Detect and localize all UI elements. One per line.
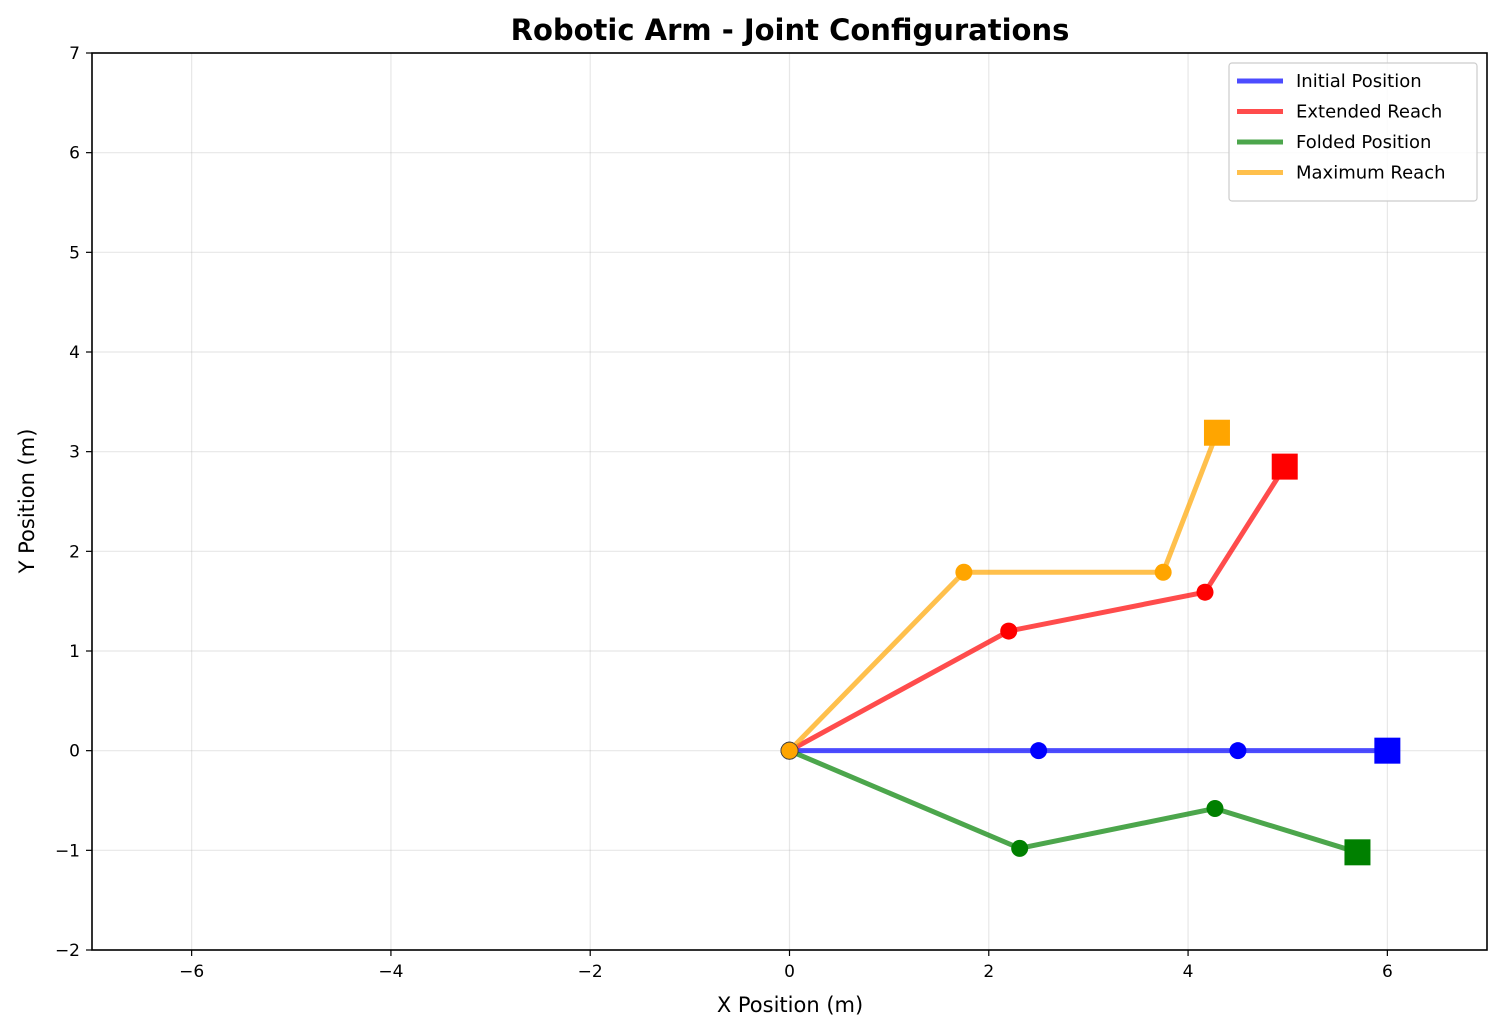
y-tick-label: 1 xyxy=(69,642,80,662)
y-axis-label: Y Position (m) xyxy=(15,429,39,575)
series-folded-position xyxy=(780,741,1371,866)
y-tick-label: 6 xyxy=(69,144,80,164)
legend: Initial Position Extended Reach Folded Pos… xyxy=(1228,62,1478,202)
series-maximum-reach xyxy=(780,419,1230,760)
legend-label-folded-position: Folded Position xyxy=(1296,132,1431,153)
series-initial-position xyxy=(780,737,1401,764)
arm-line-extended-reach xyxy=(788,465,1287,753)
legend-box xyxy=(1228,62,1478,202)
x-tick-label: −4 xyxy=(378,962,403,982)
y-tick-label: 4 xyxy=(69,343,80,363)
joint-initial-position xyxy=(1229,742,1247,760)
legend-label-maximum-reach: Maximum Reach xyxy=(1296,163,1446,184)
end-effector-initial-position xyxy=(1374,737,1401,764)
legend-label-extended-reach: Extended Reach xyxy=(1296,102,1442,123)
y-tick-label: 3 xyxy=(69,443,80,463)
joint-extended-reach xyxy=(1196,583,1214,601)
arm-line-folded-position xyxy=(788,748,1359,855)
x-tick-label: 0 xyxy=(784,962,795,982)
joint-extended-reach xyxy=(1000,622,1018,640)
y-tick-label: −1 xyxy=(55,841,80,861)
x-tick-label: 4 xyxy=(1183,962,1194,982)
series-extended-reach xyxy=(780,453,1298,760)
x-tick-label: 6 xyxy=(1382,962,1393,982)
tick-layer: −6 −4 −2 0 2 4 6 −2 −1 0 1 2 3 4 5 6 7 xyxy=(55,44,1393,982)
end-effector-maximum-reach xyxy=(1203,419,1230,446)
x-tick-label: 2 xyxy=(983,962,994,982)
x-axis-label: X Position (m) xyxy=(717,993,863,1017)
arm-line-maximum-reach xyxy=(787,431,1220,753)
joint-initial-position xyxy=(1030,742,1048,760)
y-tick-label: 5 xyxy=(69,243,80,263)
y-tick-label: −2 xyxy=(55,941,80,961)
y-tick-label: 7 xyxy=(69,44,80,64)
x-tick-label: −6 xyxy=(179,962,204,982)
legend-label-initial-position: Initial Position xyxy=(1296,71,1422,92)
y-tick-label: 0 xyxy=(69,742,80,762)
joint-maximum-reach xyxy=(955,563,973,581)
y-tick-label: 2 xyxy=(69,542,80,562)
chart-title: Robotic Arm - Joint Configurations xyxy=(511,13,1070,47)
joint-folded-position xyxy=(1206,799,1224,817)
joint-maximum-reach xyxy=(1154,563,1172,581)
joint-folded-position xyxy=(1011,839,1029,857)
base-joint-maximum-reach xyxy=(780,741,799,760)
end-effector-folded-position xyxy=(1344,839,1371,866)
end-effector-extended-reach xyxy=(1271,453,1298,480)
x-tick-label: −2 xyxy=(578,962,603,982)
series-layer xyxy=(780,419,1401,866)
